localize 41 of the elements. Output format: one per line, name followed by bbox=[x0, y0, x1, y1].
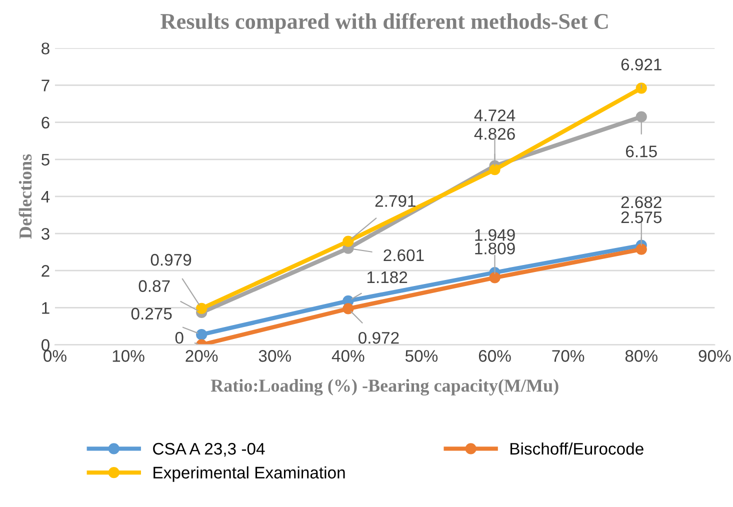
data-label: 1.182 bbox=[367, 271, 408, 284]
y-tick-label: 7 bbox=[42, 80, 50, 92]
x-tick-label: 40% bbox=[332, 350, 364, 362]
x-tick-label: 20% bbox=[186, 350, 218, 362]
legend-label: Bischoff/Eurocode bbox=[510, 442, 644, 455]
data-label: 1.949 bbox=[475, 229, 515, 241]
x-tick-label: 30% bbox=[258, 350, 291, 362]
y-tick-label: 2 bbox=[42, 265, 50, 277]
y-tick-label: 1 bbox=[42, 302, 50, 314]
y-tick-label: 3 bbox=[41, 228, 50, 240]
x-tick-label: 80% bbox=[625, 350, 658, 362]
data-label: 0.972 bbox=[358, 332, 399, 344]
x-axis-title: Ratio:Loading (%) -Bearing capacity(M/Mu) bbox=[210, 379, 558, 396]
chart-title: Results compared with different methods-Set C bbox=[160, 13, 608, 34]
y-tick-label: 6 bbox=[42, 116, 50, 129]
data-label: 4.724 bbox=[474, 110, 516, 122]
y-tick-label: 8 bbox=[42, 42, 50, 54]
x-tick-label: 60% bbox=[478, 350, 511, 362]
x-tick-label: 0% bbox=[44, 350, 66, 362]
y-tick-label: 0 bbox=[41, 339, 50, 351]
y-tick-label: 4 bbox=[41, 191, 50, 202]
legend-label: CSA A 23,3 -04 bbox=[153, 442, 265, 457]
x-tick-label: 10% bbox=[112, 350, 144, 362]
data-label: 2.682 bbox=[621, 196, 662, 208]
data-label: 0.275 bbox=[131, 308, 172, 320]
data-label: 2.601 bbox=[384, 249, 424, 262]
y-tick-label: 5 bbox=[42, 154, 50, 166]
y-axis-title: Deflections bbox=[18, 154, 32, 239]
data-label: 0 bbox=[175, 332, 184, 344]
x-tick-label: 50% bbox=[405, 350, 438, 362]
x-tick-label: 90% bbox=[698, 350, 731, 362]
data-label: 0.87 bbox=[138, 280, 170, 292]
data-label: 2.575 bbox=[621, 211, 662, 224]
legend-label: Experimental Examination bbox=[154, 466, 345, 482]
data-label: 1.809 bbox=[475, 242, 515, 254]
data-label: 6.921 bbox=[621, 58, 662, 70]
data-label: 2.791 bbox=[375, 195, 416, 207]
data-label: 4.826 bbox=[474, 128, 515, 140]
x-tick-label: 70% bbox=[552, 350, 584, 362]
data-label: 6.15 bbox=[626, 146, 657, 158]
data-label: 0.979 bbox=[150, 254, 192, 266]
